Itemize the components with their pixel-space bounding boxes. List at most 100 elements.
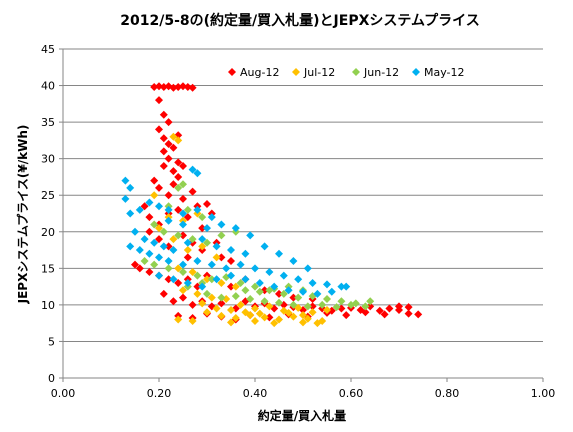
- data-point: [308, 302, 317, 311]
- data-point: [183, 246, 192, 255]
- data-point: [236, 278, 245, 287]
- data-point: [188, 267, 197, 276]
- data-point: [231, 282, 240, 291]
- data-point: [164, 191, 173, 200]
- data-point: [179, 209, 187, 218]
- data-point: [275, 315, 283, 324]
- data-point: [289, 257, 298, 266]
- data-point: [150, 220, 159, 229]
- data-point: [169, 235, 178, 244]
- data-point: [217, 220, 226, 229]
- data-point: [289, 293, 298, 302]
- data-point: [227, 246, 235, 255]
- data-point: [155, 224, 163, 233]
- y-axis-title: JEPXシステムプライス(¥/kWh): [15, 125, 30, 305]
- data-point: [284, 286, 293, 295]
- data-point: [126, 242, 135, 251]
- data-point: [303, 314, 312, 323]
- data-point: [198, 213, 207, 222]
- data-point: [203, 199, 211, 208]
- data-point: [236, 300, 245, 309]
- data-point: [275, 249, 283, 258]
- data-point: [150, 83, 159, 92]
- data-point: [174, 315, 183, 324]
- data-point: [227, 306, 235, 315]
- y-tick-label: 35: [41, 116, 55, 129]
- data-point: [404, 309, 413, 318]
- data-point: [203, 224, 211, 233]
- data-point: [179, 267, 187, 276]
- data-point: [251, 282, 259, 291]
- data-point: [236, 260, 245, 269]
- data-point: [174, 183, 183, 192]
- data-point: [227, 282, 235, 291]
- data-point: [169, 275, 178, 284]
- data-point: [150, 176, 159, 185]
- data-point: [164, 257, 173, 266]
- data-point: [198, 282, 207, 291]
- data-point: [179, 194, 187, 203]
- data-point: [241, 249, 250, 258]
- data-point: [289, 300, 298, 309]
- data-point: [131, 260, 139, 269]
- data-point: [188, 165, 197, 174]
- series-may-12: [121, 165, 351, 298]
- data-point: [164, 275, 173, 284]
- x-tick-label: 0.20: [147, 387, 172, 400]
- x-tick-label: 0.80: [435, 387, 460, 400]
- legend-label: Jul-12: [303, 66, 335, 79]
- data-point: [159, 83, 168, 92]
- data-point: [395, 302, 403, 311]
- data-point: [183, 278, 192, 287]
- data-point: [323, 295, 331, 304]
- data-point: [150, 238, 159, 247]
- data-point: [193, 271, 202, 280]
- legend-marker: [352, 68, 360, 76]
- data-point: [227, 257, 235, 266]
- legend-marker: [292, 68, 300, 76]
- data-point: [217, 299, 226, 308]
- data-point: [179, 231, 187, 240]
- data-point: [366, 297, 375, 306]
- data-point: [174, 231, 183, 240]
- data-point: [145, 198, 154, 207]
- data-point: [183, 83, 192, 92]
- data-point: [246, 295, 255, 304]
- data-point: [203, 308, 211, 317]
- data-point: [241, 308, 250, 317]
- y-tick-label: 40: [41, 80, 55, 93]
- data-point: [327, 287, 336, 296]
- data-point: [169, 132, 178, 141]
- data-point: [174, 278, 183, 287]
- data-point: [183, 238, 192, 247]
- data-point: [179, 260, 187, 269]
- data-point: [251, 304, 259, 313]
- x-tick-label: 1.00: [531, 387, 556, 400]
- data-point: [337, 282, 346, 291]
- data-point: [140, 202, 149, 211]
- data-point: [131, 227, 139, 236]
- x-tick-label: 0.40: [243, 387, 268, 400]
- data-point: [260, 297, 269, 306]
- data-point: [255, 287, 264, 296]
- x-axis-title: 約定量/買入札量: [258, 408, 346, 423]
- data-point: [188, 300, 197, 309]
- data-point: [323, 306, 331, 315]
- data-point: [150, 191, 159, 200]
- data-point: [169, 180, 178, 189]
- data-point: [155, 82, 163, 91]
- data-point: [179, 82, 187, 91]
- data-point: [265, 302, 274, 311]
- data-point: [241, 286, 250, 295]
- data-point: [337, 297, 346, 306]
- y-tick-label: 25: [41, 189, 55, 202]
- data-point: [155, 235, 163, 244]
- data-point: [188, 83, 197, 92]
- data-point: [135, 246, 144, 255]
- data-point: [183, 213, 192, 222]
- legend-label: May-12: [424, 66, 465, 79]
- y-tick-label: 45: [41, 43, 55, 56]
- data-point: [203, 289, 211, 298]
- data-point: [179, 293, 187, 302]
